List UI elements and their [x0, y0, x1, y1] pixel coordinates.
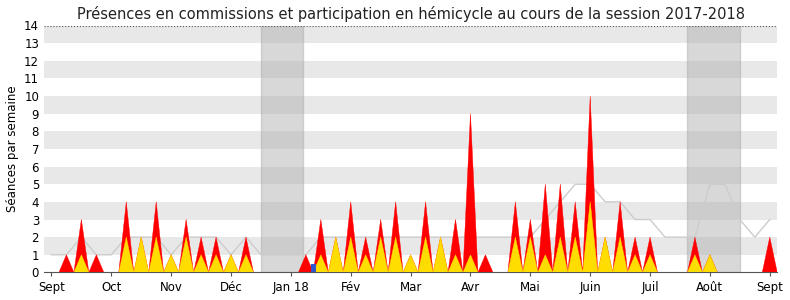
- Bar: [44, 114, 777, 131]
- Bar: [44, 43, 777, 61]
- Bar: [44, 167, 777, 184]
- Bar: [44, 96, 777, 114]
- Bar: [44, 61, 777, 78]
- Y-axis label: Séances par semaine: Séances par semaine: [6, 85, 18, 212]
- Bar: [44, 149, 777, 166]
- Bar: [44, 184, 777, 202]
- Bar: [44, 220, 777, 237]
- Title: Présences en commissions et participation en hémicycle au cours de la session 20: Présences en commissions et participatio…: [77, 6, 745, 22]
- Bar: [310, 264, 316, 272]
- Bar: [44, 26, 777, 43]
- Bar: [44, 255, 777, 272]
- Bar: [44, 78, 777, 96]
- Bar: [44, 237, 777, 255]
- Bar: [261, 26, 303, 272]
- Bar: [687, 26, 740, 272]
- Bar: [44, 131, 777, 149]
- Bar: [44, 202, 777, 220]
